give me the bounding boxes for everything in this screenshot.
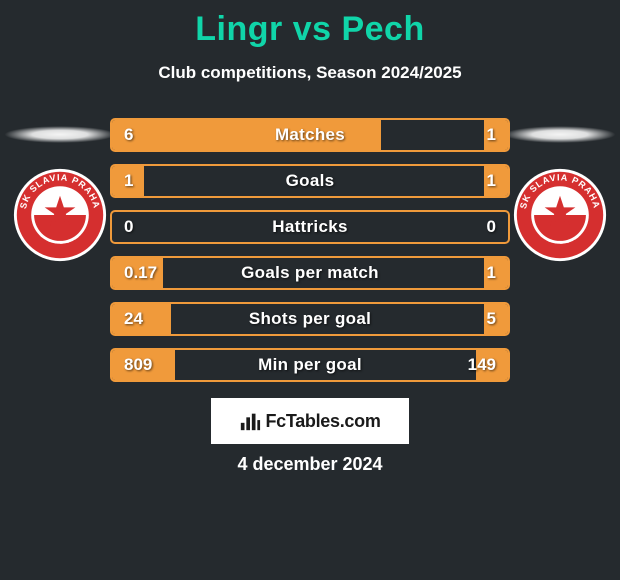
stat-row: 11Goals	[110, 164, 510, 198]
stat-row: 245Shots per goal	[110, 302, 510, 336]
stat-row: 809149Min per goal	[110, 348, 510, 382]
bar-chart-icon	[239, 410, 261, 432]
player-right-column: SK SLAVIA PRAHA FOTBAL	[500, 100, 620, 263]
stat-label: Goals	[112, 166, 508, 196]
stat-bars: 61Matches 11Goals 00Hattricks 0.171Goals pe…	[110, 118, 510, 394]
page-subtitle: Club competitions, Season 2024/2025	[0, 63, 620, 83]
date-text: 4 december 2024	[0, 454, 620, 475]
stat-row: 00Hattricks	[110, 210, 510, 244]
stat-label: Goals per match	[112, 258, 508, 288]
comparison-infographic: Lingr vs Pech Club competitions, Season …	[0, 0, 620, 580]
club-crest-left: SK SLAVIA PRAHA FOTBAL	[12, 167, 108, 263]
branding-text: FcTables.com	[265, 411, 380, 432]
stat-label: Matches	[112, 120, 508, 150]
stat-row: 61Matches	[110, 118, 510, 152]
player-shadow	[504, 126, 616, 143]
stat-label: Shots per goal	[112, 304, 508, 334]
club-crest-right: SK SLAVIA PRAHA FOTBAL	[512, 167, 608, 263]
player-left-column: SK SLAVIA PRAHA FOTBAL	[0, 100, 120, 263]
stat-label: Hattricks	[112, 212, 508, 242]
branding-box: FcTables.com	[211, 398, 409, 444]
stat-row: 0.171Goals per match	[110, 256, 510, 290]
stat-label: Min per goal	[112, 350, 508, 380]
page-title: Lingr vs Pech	[0, 0, 620, 49]
player-shadow	[4, 126, 116, 143]
